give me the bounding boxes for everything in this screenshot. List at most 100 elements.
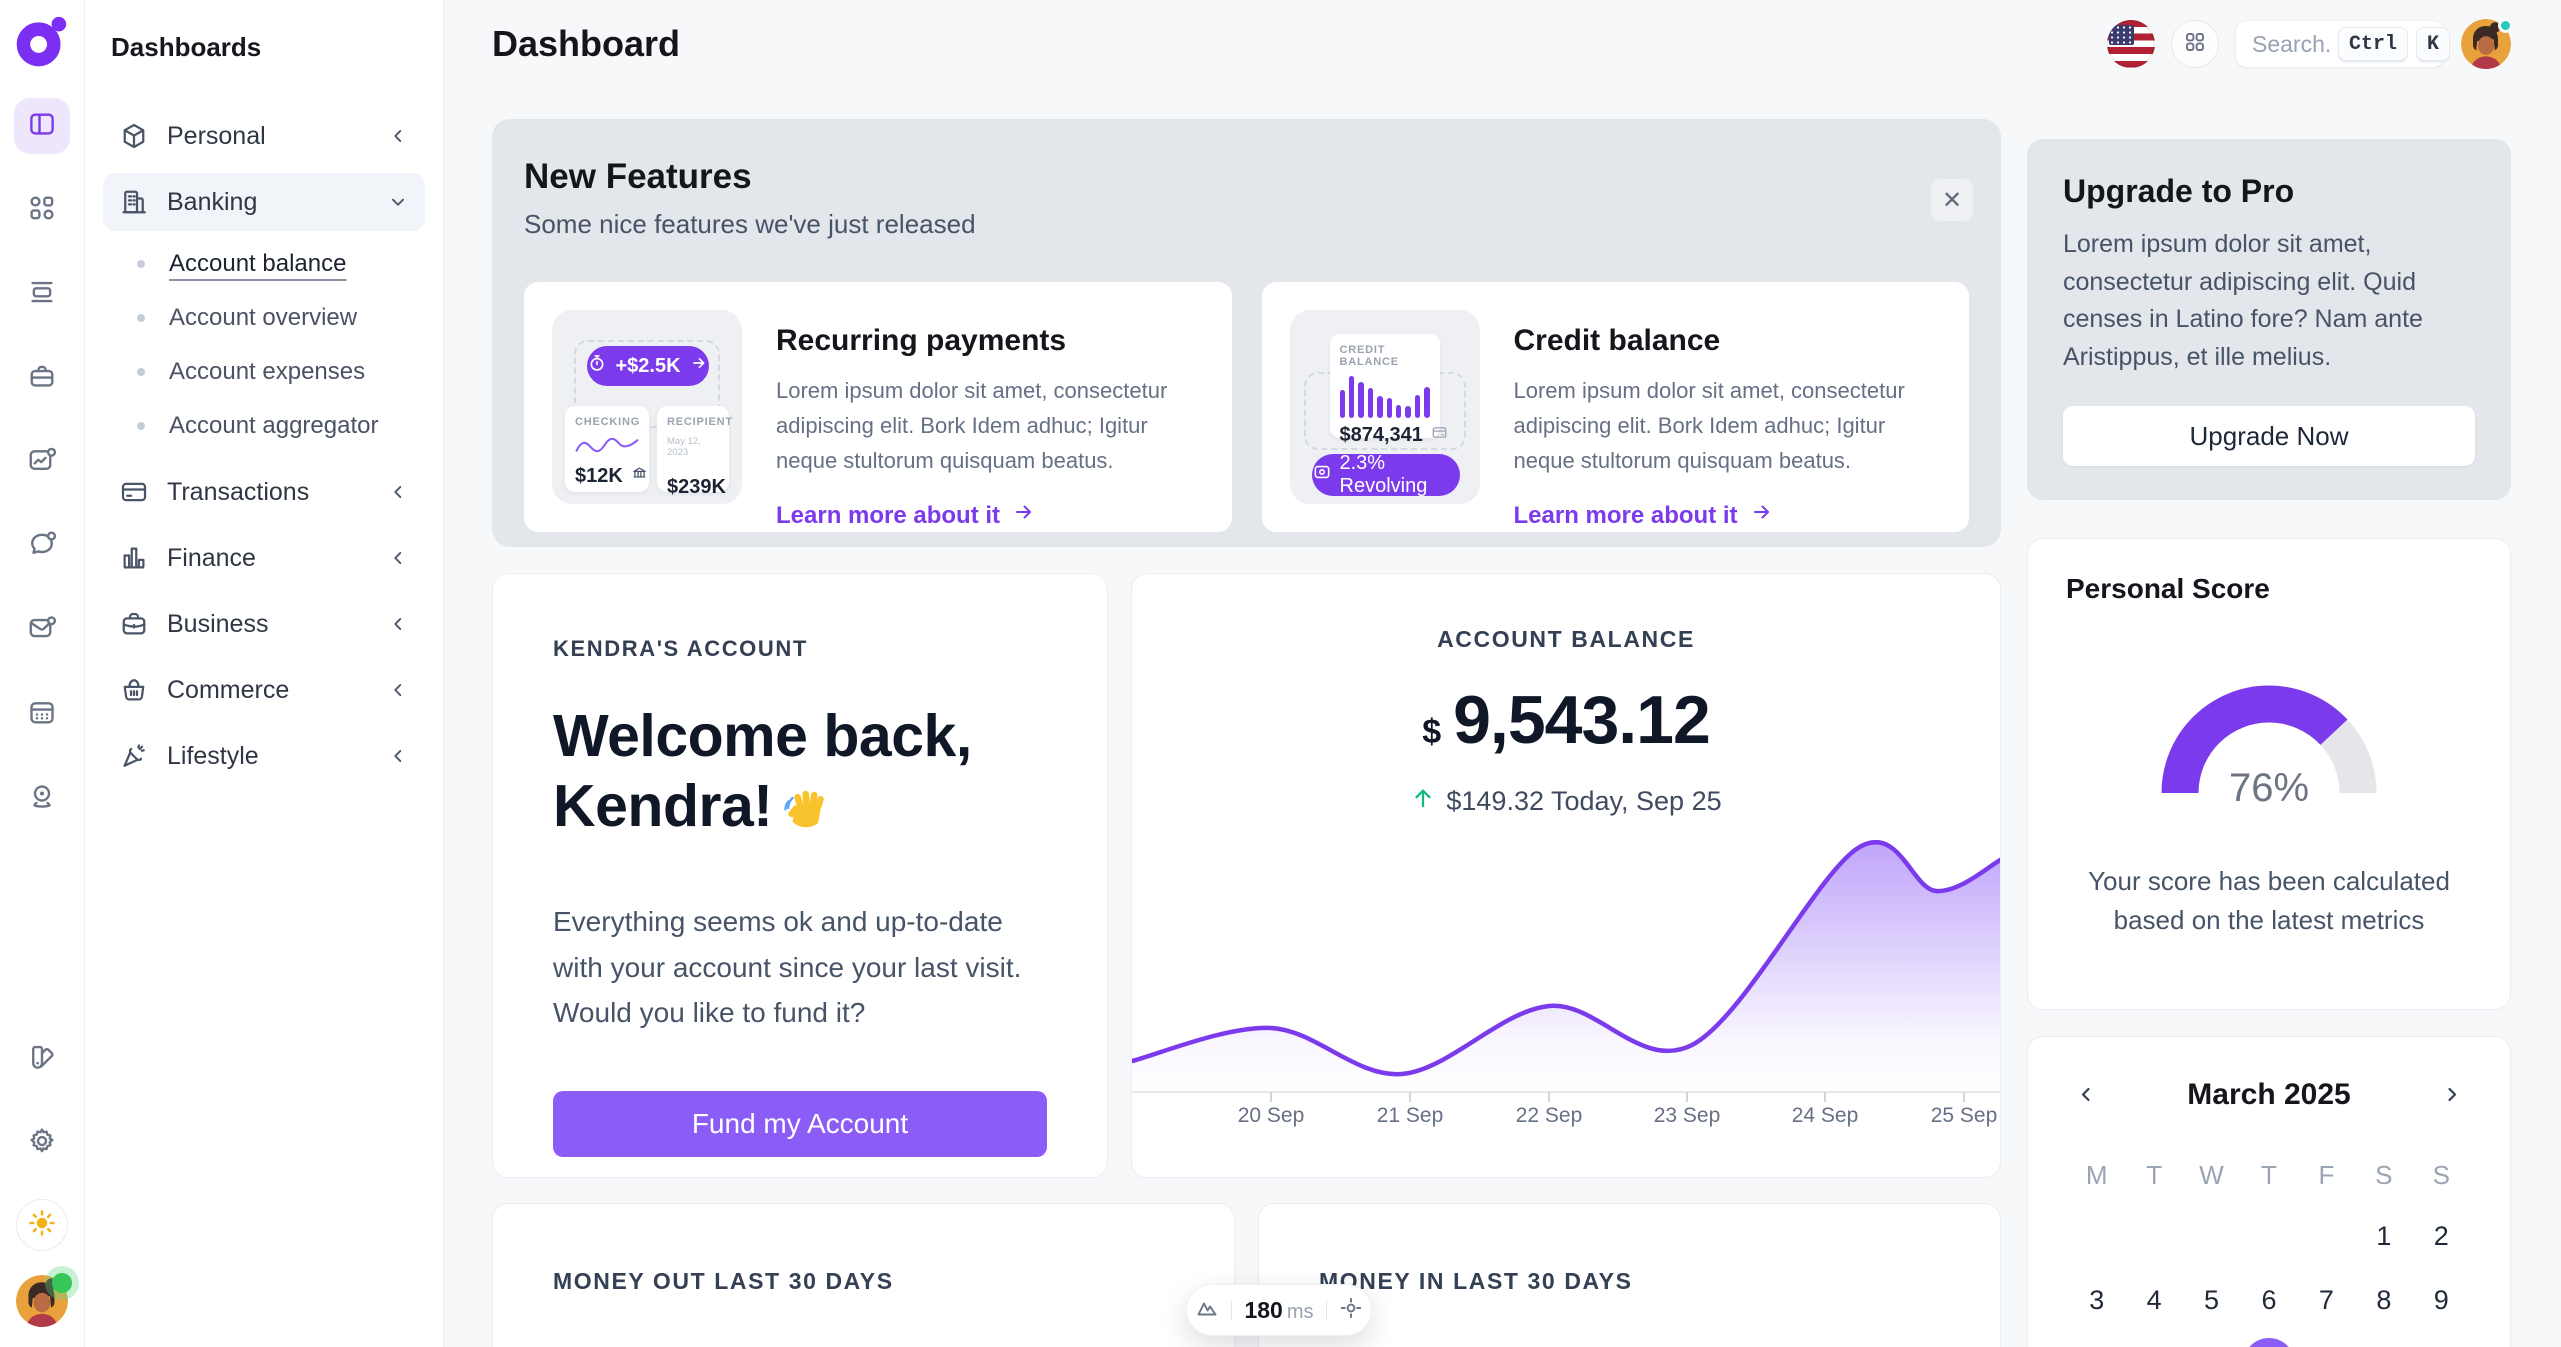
calendar-day[interactable]: 7 (2318, 1284, 2334, 1315)
sidebar-item-personal[interactable]: Personal (103, 107, 425, 165)
sidebar-item-label: Transactions (167, 477, 310, 506)
calendar-day[interactable]: 12 (2183, 1339, 2240, 1347)
rail-calendar-button[interactable] (14, 686, 70, 742)
fund-account-button[interactable]: Fund my Account (553, 1091, 1047, 1158)
brand-logo-icon (16, 16, 67, 67)
rail-settings-button[interactable] (14, 1115, 70, 1171)
topbar: Dashboard Ctrl K (492, 0, 2513, 119)
mountain-icon[interactable] (1195, 1296, 1219, 1325)
mini-bar (1395, 405, 1402, 418)
content-grid: New Features Some nice features we've ju… (492, 119, 2511, 1347)
calendar-day[interactable]: 15 (2355, 1339, 2412, 1347)
svg-text:25 Sep: 25 Sep (1931, 1104, 1998, 1127)
calendar-day[interactable]: 2 (2433, 1220, 2449, 1251)
bullet-icon (137, 368, 145, 376)
calendar-grid: MTWTFSS123456789101112131415161718192021… (2068, 1153, 2470, 1347)
party-icon (119, 741, 149, 771)
sidebar-item-commerce[interactable]: Commerce (103, 661, 425, 719)
banner-title: New Features (524, 157, 752, 196)
header-user-avatar[interactable] (2461, 18, 2513, 69)
sidebar-item-transactions[interactable]: Transactions (103, 463, 425, 521)
kbd-ctrl: Ctrl (2338, 27, 2409, 61)
calendar-day[interactable]: 11 (2125, 1339, 2182, 1347)
kbd-k: K (2416, 27, 2451, 61)
content-right-column: Upgrade to Pro Lorem ipsum dolor sit ame… (2027, 119, 2511, 1347)
calendar-day[interactable]: 5 (2204, 1284, 2220, 1315)
chevron-left-icon (387, 547, 409, 569)
calendar-day[interactable]: 9 (2433, 1284, 2449, 1315)
calendar-day[interactable]: 16 (2413, 1339, 2470, 1347)
calendar-day[interactable]: 14 (2298, 1339, 2355, 1347)
sidebar-subitem-account-balance[interactable]: Account balance (103, 237, 425, 291)
rail-categories-button[interactable] (14, 182, 70, 238)
theme-toggle-button[interactable] (16, 1199, 68, 1251)
sidebar-item-banking[interactable]: Banking (103, 173, 425, 231)
waving-hand-icon (782, 778, 828, 848)
rail-location-button[interactable] (14, 770, 70, 826)
calendar-day-empty (2183, 1211, 2240, 1261)
calendar-day[interactable]: 10 (2068, 1339, 2125, 1347)
rail-analytics-button[interactable] (14, 434, 70, 490)
calendar-day[interactable]: 1 (2376, 1220, 2392, 1251)
calendar-day[interactable]: 8 (2376, 1284, 2392, 1315)
calendar-day-empty (2068, 1211, 2125, 1261)
rail-wallet-button[interactable] (14, 266, 70, 322)
feature-body: Lorem ipsum dolor sit amet, consectetur … (1513, 378, 1905, 473)
calendar-day[interactable]: 6 (2261, 1284, 2277, 1315)
calendar-card: March 2025 MTWTFSS1234567891011121314151… (2027, 1036, 2511, 1347)
sidebar-subitem-account-overview[interactable]: Account overview (103, 291, 425, 345)
upgrade-title: Upgrade to Pro (2063, 173, 2295, 209)
search-box: Ctrl K (2235, 20, 2451, 68)
rail-mail-button[interactable] (14, 602, 70, 658)
calendar-day[interactable]: 13 (2240, 1338, 2297, 1347)
sidebar-subitem-account-expenses[interactable]: Account expenses (103, 345, 425, 399)
bar-chart-icon (119, 543, 149, 573)
chevron-left-icon (387, 613, 409, 635)
arrow-up-icon (1410, 785, 1436, 818)
svg-text:20 Sep: 20 Sep (1238, 1104, 1305, 1127)
money-in-card: MONEY IN LAST 30 DAYS (1258, 1203, 2001, 1347)
feature-title: Credit balance (1513, 324, 1721, 357)
banner-close-button[interactable]: ✕ (1931, 179, 1973, 221)
chevron-left-icon (387, 481, 409, 503)
sidebar-subitem-account-aggregator[interactable]: Account aggregator (103, 399, 425, 453)
floating-toolbar: 180 ms (1186, 1284, 1372, 1336)
calendar-day[interactable]: 4 (2146, 1284, 2162, 1315)
calendar-month-title: March 2025 (2187, 1078, 2351, 1111)
latency-value: 180 (1244, 1296, 1283, 1323)
rail-briefcase-button[interactable] (14, 350, 70, 406)
sidebar-item-business[interactable]: Business (103, 595, 425, 653)
sidebar-item-lifestyle[interactable]: Lifestyle (103, 727, 425, 785)
recipient-mini-card: RECIPIENT May 12, 2023 $239K (657, 406, 732, 498)
sidebar-item-finance[interactable]: Finance (103, 529, 425, 587)
apps-grid-button[interactable] (2171, 20, 2219, 68)
rail-chat-button[interactable] (14, 518, 70, 574)
learn-more-link[interactable]: Learn more about it (776, 500, 1204, 531)
calendar-day[interactable]: 3 (2089, 1284, 2105, 1315)
credit-balance-illustration: CREDIT BALANCE $874,341 2.3% Revolving (1289, 310, 1480, 504)
svg-text:21 Sep: 21 Sep (1377, 1104, 1444, 1127)
language-flag-button[interactable] (2107, 20, 2155, 68)
sidebar-item-label: Finance (167, 543, 256, 572)
sidebar-item-label: Business (167, 609, 269, 638)
svg-text:23 Sep: 23 Sep (1654, 1104, 1721, 1127)
basket-icon (119, 675, 149, 705)
toolbar-divider (1325, 1300, 1328, 1320)
chart-photo-icon (27, 445, 57, 480)
calendar-prev-button[interactable] (2068, 1077, 2104, 1113)
sidebar-item-label: Personal (167, 121, 266, 150)
calendar-day-header: S (2432, 1160, 2450, 1190)
locate-target-icon[interactable] (1339, 1296, 1363, 1325)
learn-more-link[interactable]: Learn more about it (1514, 500, 1942, 531)
account-row: KENDRA'S ACCOUNT Welcome back, Kendra! E… (492, 573, 2001, 1178)
search-input[interactable] (2252, 30, 2330, 58)
upgrade-now-button[interactable]: Upgrade Now (2063, 406, 2475, 466)
brand-logo[interactable] (15, 14, 69, 68)
rail-user-avatar[interactable] (16, 1273, 72, 1327)
calendar-day-empty (2125, 1211, 2182, 1261)
banking-submenu: Account balance Account overview Account… (103, 237, 425, 453)
calendar-next-button[interactable] (2434, 1077, 2470, 1113)
rail-swatches-button[interactable] (14, 1031, 70, 1087)
score-percent: 76% (2228, 766, 2310, 810)
rail-panels-button[interactable] (14, 98, 70, 154)
